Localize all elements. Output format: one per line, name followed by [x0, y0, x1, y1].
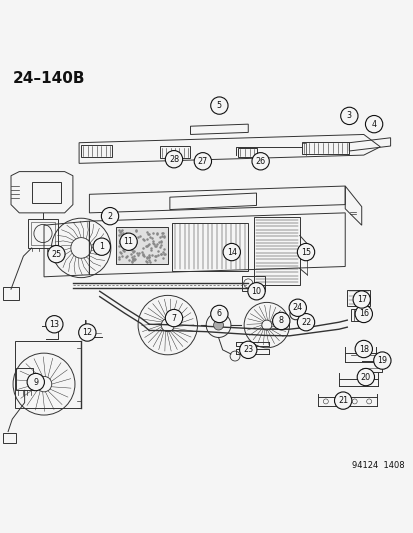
Circle shape [78, 324, 96, 341]
Text: 22: 22 [300, 318, 311, 327]
Text: 16: 16 [358, 310, 368, 318]
Text: 27: 27 [197, 157, 207, 166]
Circle shape [213, 320, 223, 330]
Circle shape [165, 310, 182, 327]
Circle shape [47, 246, 65, 263]
Circle shape [210, 305, 228, 322]
Circle shape [334, 392, 351, 409]
Text: 8: 8 [278, 317, 283, 326]
Text: 18: 18 [358, 344, 368, 353]
Text: 23: 23 [242, 345, 253, 354]
Circle shape [165, 150, 182, 168]
Circle shape [210, 97, 228, 114]
Text: 17: 17 [356, 295, 366, 304]
Circle shape [340, 107, 357, 125]
Circle shape [373, 352, 390, 369]
Text: 4: 4 [371, 119, 376, 128]
Text: 10: 10 [251, 287, 261, 296]
Text: 19: 19 [376, 356, 387, 365]
Text: 12: 12 [82, 328, 92, 337]
Text: 15: 15 [300, 247, 310, 256]
Circle shape [239, 341, 256, 359]
Circle shape [223, 244, 240, 261]
Circle shape [45, 316, 63, 333]
Text: 94124  1408: 94124 1408 [351, 461, 404, 470]
Circle shape [194, 152, 211, 170]
Text: 24: 24 [292, 303, 302, 312]
Text: 6: 6 [216, 310, 221, 318]
Text: 21: 21 [337, 396, 347, 405]
Text: 3: 3 [346, 111, 351, 120]
Circle shape [354, 305, 372, 322]
Text: 5: 5 [216, 101, 221, 110]
Circle shape [365, 116, 382, 133]
Circle shape [93, 238, 110, 255]
Text: 11: 11 [123, 237, 133, 246]
Text: 26: 26 [255, 157, 265, 166]
Text: 9: 9 [33, 377, 38, 386]
Circle shape [356, 368, 374, 386]
Text: 20: 20 [360, 373, 370, 382]
Text: 7: 7 [171, 313, 176, 322]
Circle shape [27, 373, 44, 391]
Circle shape [247, 282, 265, 300]
Text: 25: 25 [51, 249, 62, 259]
Circle shape [288, 299, 306, 317]
Circle shape [252, 152, 268, 170]
Text: 28: 28 [169, 155, 178, 164]
Text: 2: 2 [107, 212, 112, 221]
Circle shape [354, 341, 372, 358]
Circle shape [120, 233, 137, 251]
Text: 24–140B: 24–140B [13, 70, 85, 85]
FancyBboxPatch shape [116, 227, 167, 264]
Text: 14: 14 [226, 247, 236, 256]
Circle shape [101, 207, 119, 225]
Circle shape [297, 244, 314, 261]
Text: 13: 13 [49, 320, 59, 329]
Circle shape [297, 313, 314, 331]
Circle shape [272, 312, 289, 329]
Text: 1: 1 [99, 242, 104, 251]
Circle shape [352, 291, 370, 308]
